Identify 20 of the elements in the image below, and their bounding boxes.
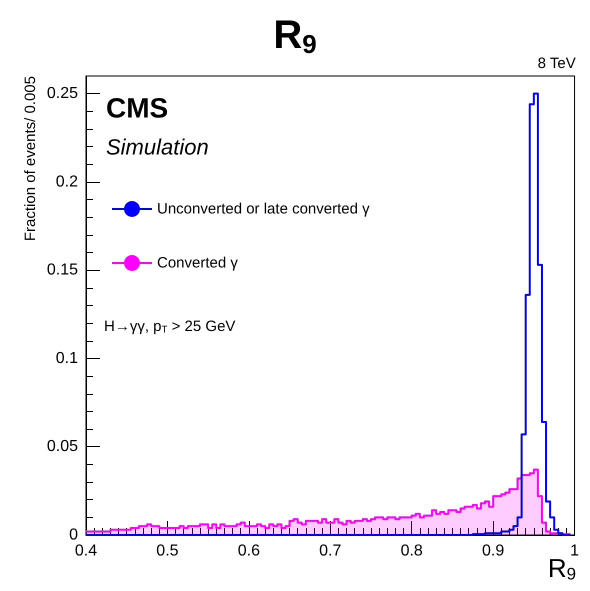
x-tick-label: 0.4 (74, 542, 98, 560)
y-axis-title: Fraction of events/ 0.005 (22, 76, 39, 242)
y-tick-label: 0.1 (56, 350, 78, 367)
legend-label: Converted γ (157, 254, 238, 272)
x-tick-label: 0.7 (319, 542, 342, 560)
x-tick-label: 0.5 (156, 542, 179, 560)
y-tick-label: 0.25 (46, 85, 78, 102)
y-tick-label: 0.2 (56, 173, 78, 190)
y-tick-label: 0 (69, 526, 78, 544)
x-tick-label: 1 (570, 542, 580, 560)
annotation: H→γγ, pT > 25 GeV (104, 318, 236, 336)
annotation: Simulation (106, 134, 209, 160)
x-tick-label: 0.6 (238, 542, 260, 560)
y-tick-label: 0.05 (46, 438, 78, 456)
annotation: CMS (106, 92, 168, 124)
x-tick-label: 0.8 (400, 542, 423, 560)
x-tick-label: 0.9 (482, 542, 504, 560)
y-tick-label: 0.15 (46, 262, 78, 279)
legend-label: Unconverted or late converted γ (157, 200, 370, 218)
text: 8 TeV (538, 55, 576, 72)
